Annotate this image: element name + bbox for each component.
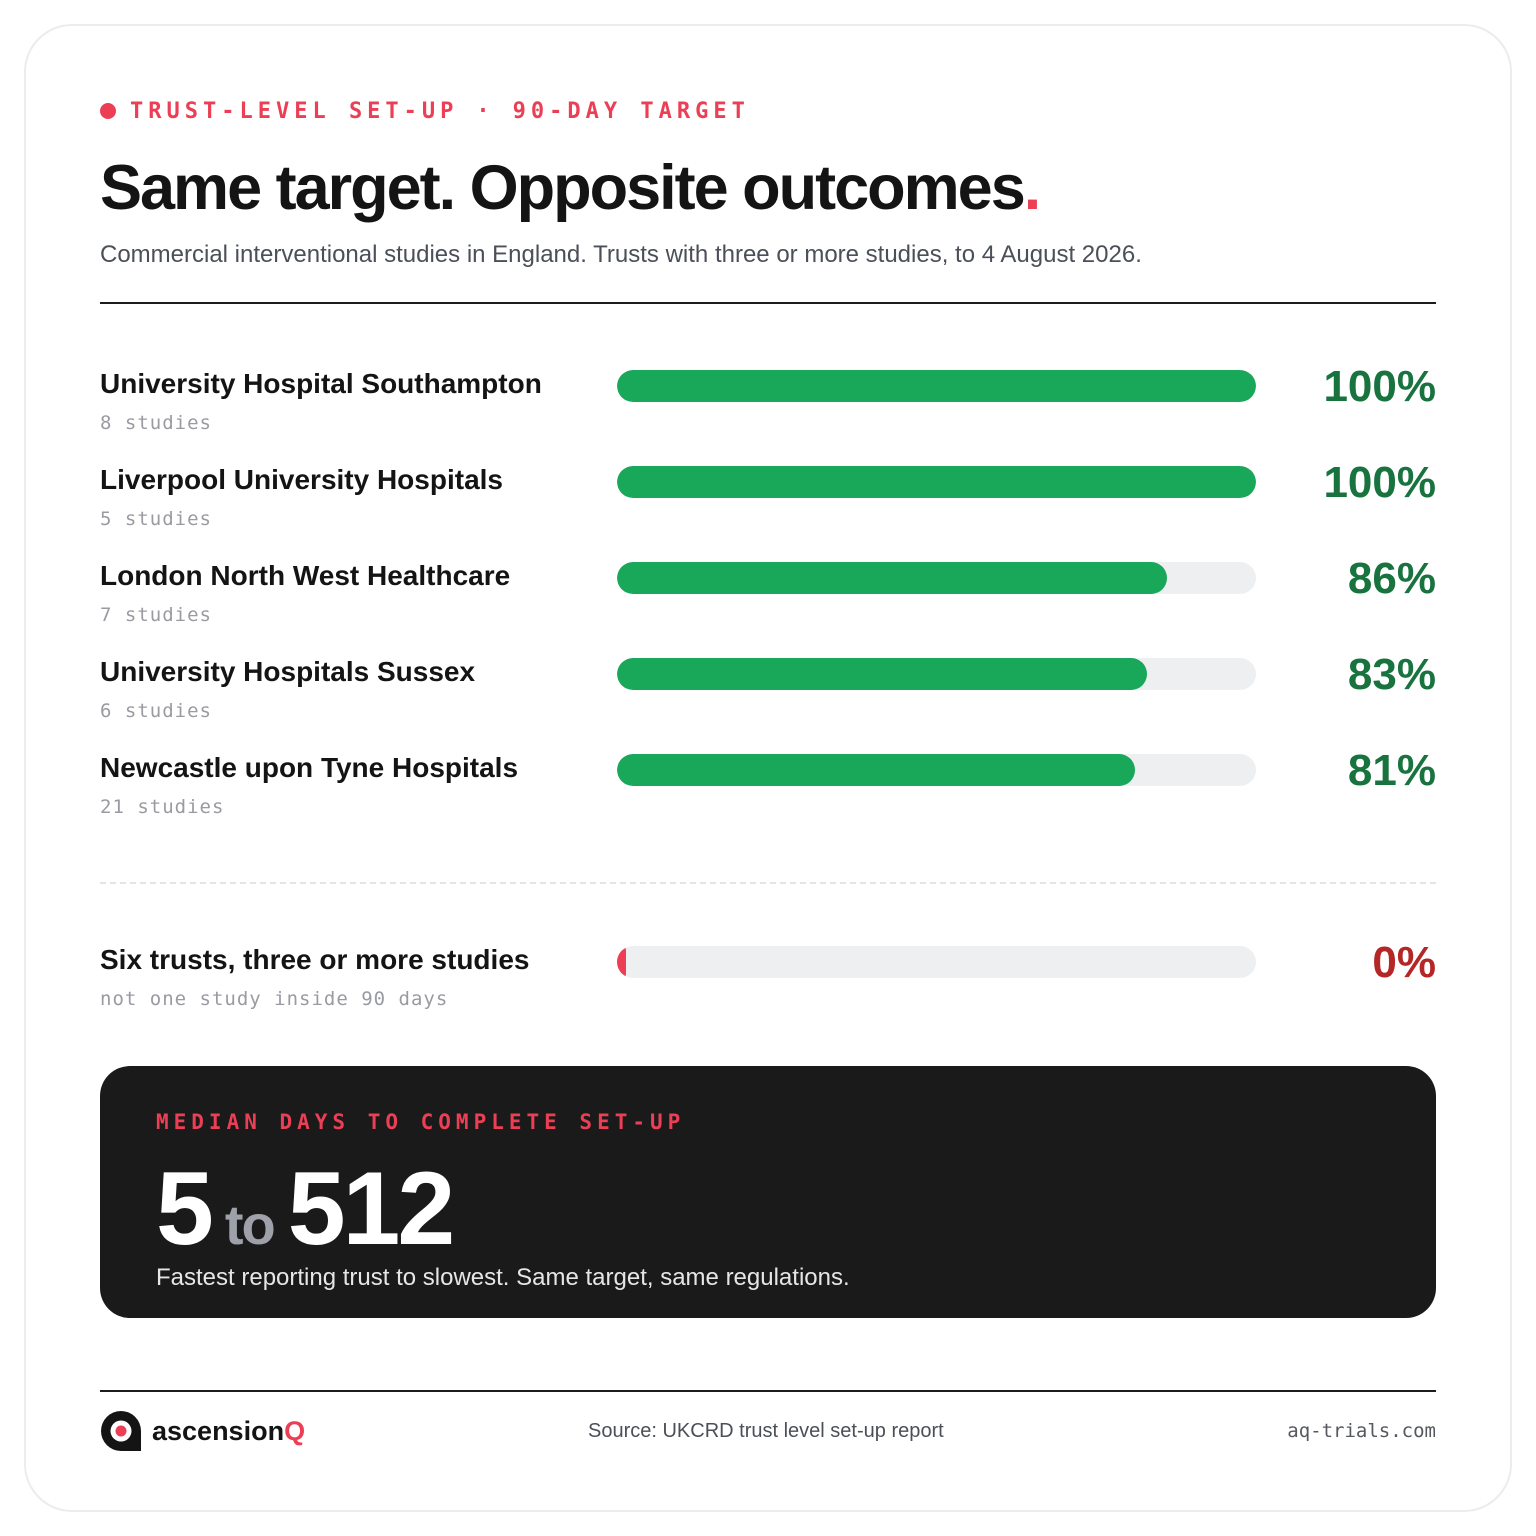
kicker-separator: · <box>476 98 495 124</box>
median-panel-label: MEDIAN DAYS TO COMPLETE SET-UP <box>156 1110 686 1134</box>
brand-main: ascension <box>152 1415 285 1446</box>
bar <box>617 754 1135 786</box>
top-rule <box>100 302 1436 304</box>
bar-row: Newcastle upon Tyne Hospitals 21 studies 8… <box>100 746 1436 842</box>
category-label: University Hospital Southampton <box>100 368 542 399</box>
brand-logo: ascensionQ <box>100 1410 305 1452</box>
bar-track <box>617 466 1256 498</box>
category-label: London North West Healthcare <box>100 560 511 591</box>
value-label: 100% <box>1323 458 1436 507</box>
comparison-note: not one study inside 90 days <box>100 988 449 1010</box>
bar-track <box>617 754 1256 786</box>
comparison-value-label: 0% <box>1372 938 1436 987</box>
bar-track <box>617 370 1256 402</box>
site-link[interactable]: aq-trials.com <box>1287 1420 1436 1442</box>
dashed-divider <box>100 882 1436 884</box>
brand-wordmark: ascensionQ <box>152 1416 305 1447</box>
median-panel: MEDIAN DAYS TO COMPLETE SET-UP 5 to 512 … <box>100 1066 1436 1318</box>
study-count: 7 studies <box>100 604 212 626</box>
study-count: 6 studies <box>100 700 212 722</box>
category-label: University Hospitals Sussex <box>100 656 476 687</box>
bar <box>617 562 1167 594</box>
kicker-dot-icon <box>100 103 116 119</box>
source-note: Source: UKCRD trust level set-up report <box>588 1420 944 1442</box>
title-accent-dot: . <box>1023 153 1041 223</box>
comparison-track <box>617 946 1256 978</box>
ascensionq-logo-icon <box>101 1411 141 1451</box>
median-connector: to <box>224 1193 276 1256</box>
bar-row: University Hospital Southampton 8 studies… <box>100 362 1436 458</box>
value-label: 81% <box>1347 746 1436 795</box>
bottom-rule <box>100 1390 1436 1392</box>
median-high: 512 <box>287 1151 456 1267</box>
bar-row: Liverpool University Hospitals 5 studies 1… <box>100 458 1436 554</box>
subtitle: Commercial interventional studies in Eng… <box>100 241 1142 268</box>
title-text: Same target. Opposite outcomes <box>100 153 1026 223</box>
comparison-name: Six trusts, three or more studies <box>100 944 530 975</box>
kicker: TRUST-LEVEL SET-UP · 90-DAY TARGET <box>100 98 750 124</box>
category-label: Newcastle upon Tyne Hospitals <box>100 752 519 783</box>
bar <box>617 370 1256 402</box>
study-count: 21 studies <box>100 796 225 818</box>
bar <box>617 466 1256 498</box>
brand-accent: Q <box>284 1415 306 1446</box>
kicker-right: 90-DAY TARGET <box>512 98 750 124</box>
comparison-row: Six trusts, three or more studies not on… <box>100 938 1436 1034</box>
bar-row: University Hospitals Sussex 6 studies 83% <box>100 650 1436 746</box>
bar-row: London North West Healthcare 7 studies 86% <box>100 554 1436 650</box>
bar <box>617 658 1148 690</box>
footer: ascensionQ Source: UKCRD trust level set… <box>100 1408 1436 1454</box>
bar-track <box>617 562 1256 594</box>
median-range: 5 to 512 <box>156 1150 455 1267</box>
value-label: 83% <box>1347 650 1436 699</box>
value-label: 86% <box>1347 554 1436 603</box>
category-label: Liverpool University Hospitals <box>100 464 503 495</box>
median-panel-note: Fastest reporting trust to slowest. Same… <box>156 1264 850 1291</box>
page-title: Same target. Opposite outcomes. <box>100 152 1041 224</box>
study-count: 8 studies <box>100 412 212 434</box>
bar-track <box>617 658 1256 690</box>
kicker-left: TRUST-LEVEL SET-UP <box>130 98 459 124</box>
value-label: 100% <box>1323 362 1436 411</box>
study-count: 5 studies <box>100 508 212 530</box>
comparison-bar <box>617 946 626 978</box>
median-low: 5 <box>156 1151 214 1267</box>
